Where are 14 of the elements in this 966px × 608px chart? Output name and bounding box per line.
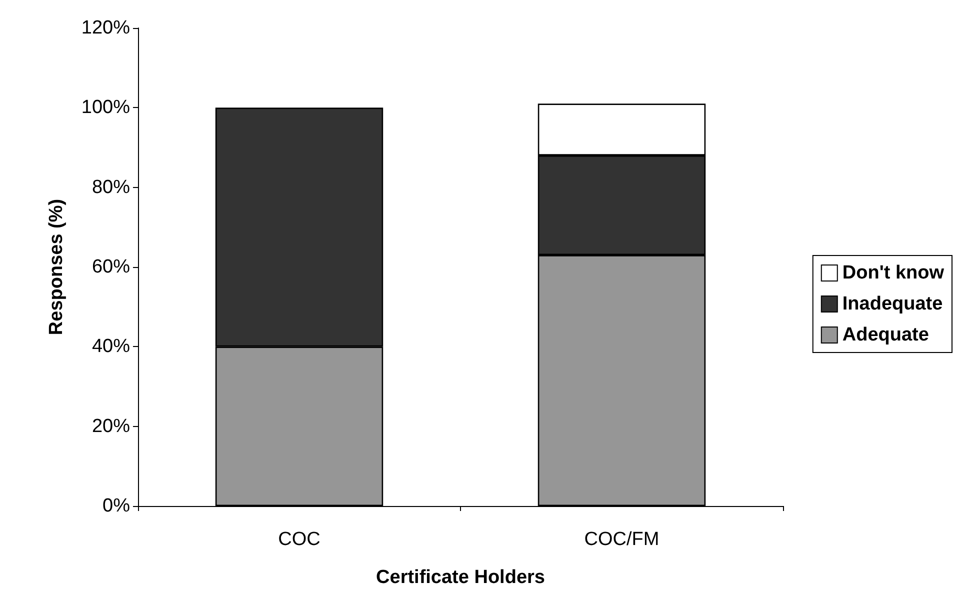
y-tick-label: 100% [81, 97, 130, 118]
y-axis-title: Responses (%) [46, 198, 67, 336]
y-tick-label: 40% [92, 336, 130, 358]
legend-label: Don't know [842, 262, 944, 284]
y-tick-label: 20% [92, 416, 130, 437]
y-tick-label: 0% [102, 496, 130, 516]
y-tick-label: 120% [81, 18, 130, 38]
x-axis-title: Certificate Holders [376, 567, 545, 588]
legend-label: Inadequate [842, 294, 943, 314]
y-tick-label: 60% [92, 256, 130, 278]
legend-label: Adequate [842, 324, 929, 346]
x-tick-label: COC/FM [584, 529, 660, 550]
x-tick-label: COC [278, 529, 320, 550]
y-tick-label: 80% [92, 176, 130, 198]
